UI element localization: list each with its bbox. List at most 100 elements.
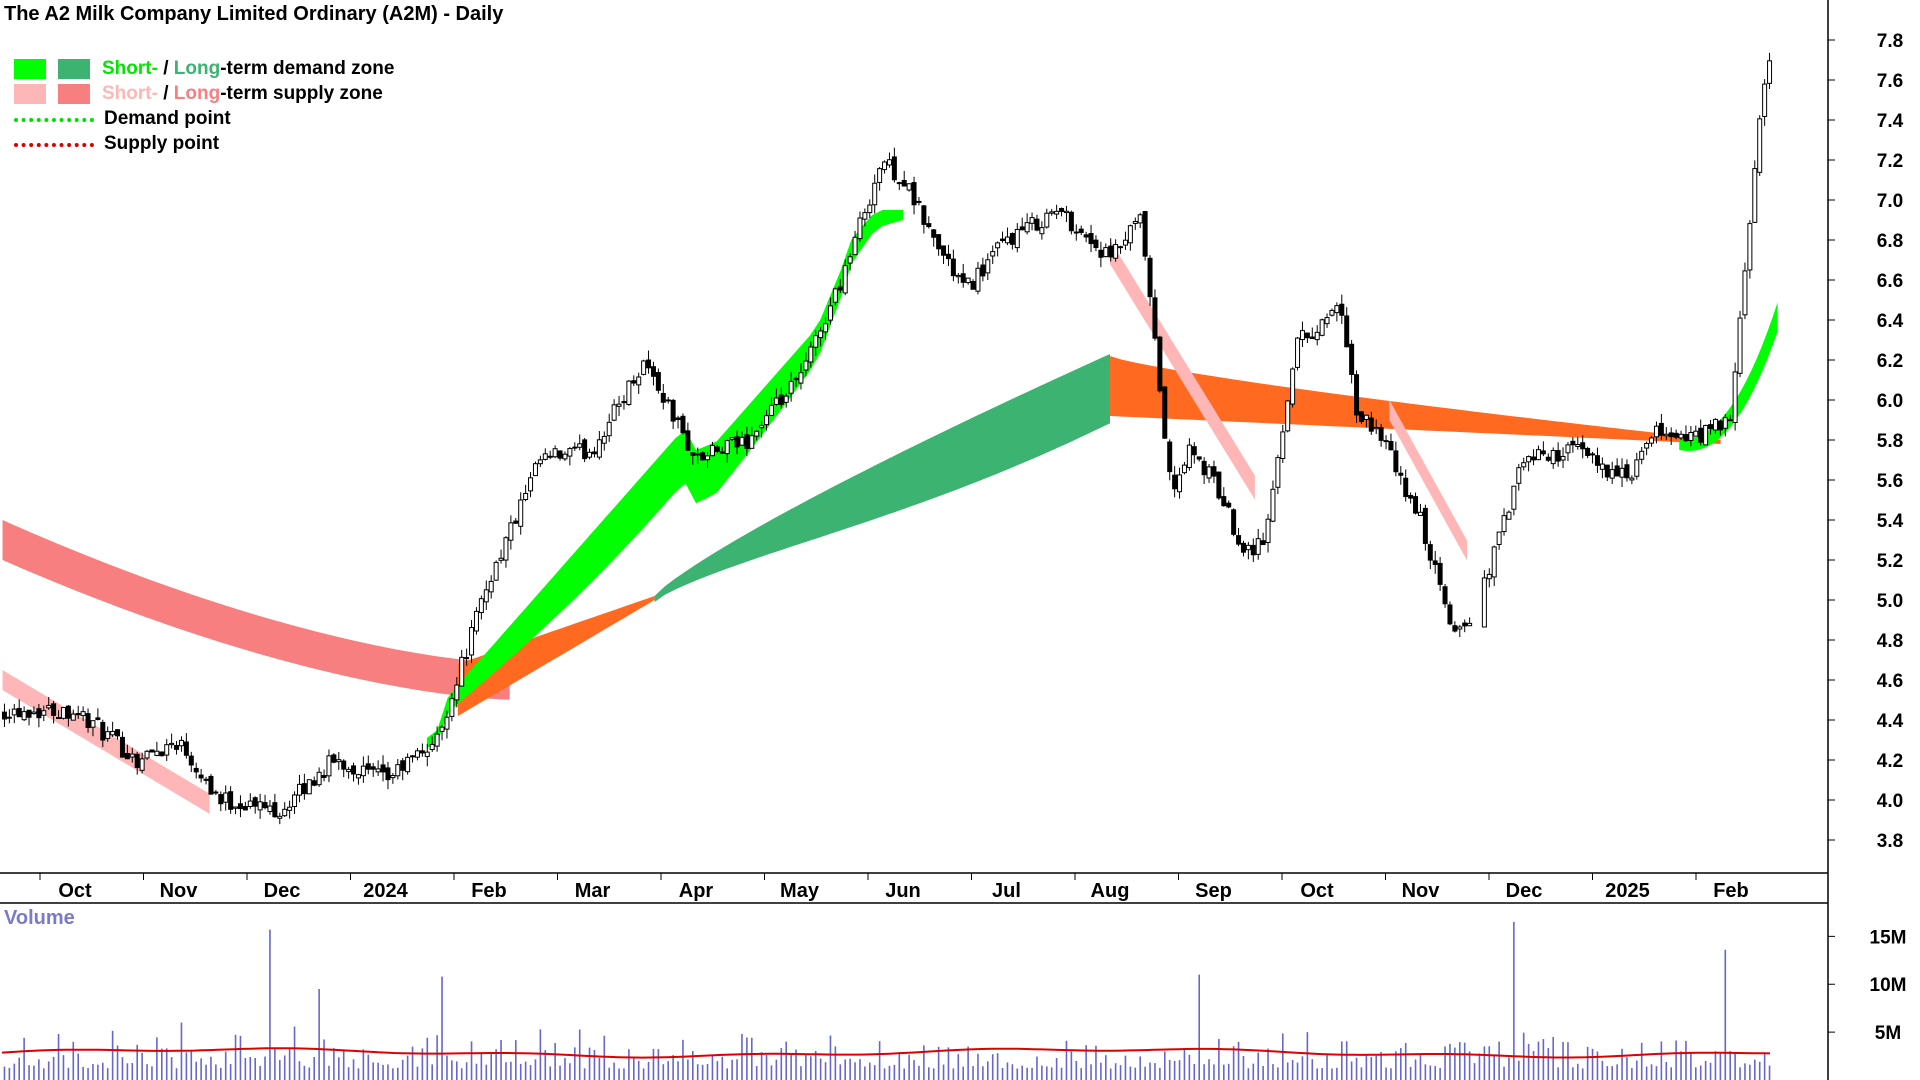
candle-body xyxy=(680,415,686,434)
candle xyxy=(1417,503,1423,516)
candle xyxy=(1413,492,1419,515)
candle xyxy=(572,442,578,451)
time-tick-label: Dec xyxy=(264,880,301,902)
candle xyxy=(1526,455,1532,472)
candle-body xyxy=(1673,432,1679,438)
candle-body xyxy=(469,627,475,656)
candle-body xyxy=(1000,238,1006,242)
candle xyxy=(154,741,160,757)
candle xyxy=(1054,204,1060,220)
candle xyxy=(424,743,430,767)
candle xyxy=(872,174,878,214)
candle xyxy=(1304,332,1310,344)
candle-body xyxy=(282,808,288,817)
candle xyxy=(1280,424,1286,464)
candle xyxy=(1118,245,1124,254)
candle-body xyxy=(1152,297,1158,339)
candle-body xyxy=(218,794,224,805)
candle xyxy=(1368,411,1374,435)
candle xyxy=(65,705,71,727)
candle xyxy=(1314,325,1320,346)
candle xyxy=(1752,160,1758,223)
candle-body xyxy=(16,707,22,718)
candle-body xyxy=(1501,515,1507,533)
legend-demand-point-text: Demand point xyxy=(104,107,231,129)
legend-supply-zone-text: -term supply zone xyxy=(220,82,383,104)
candle-body xyxy=(65,705,71,719)
candle-body xyxy=(513,520,519,524)
candle xyxy=(1039,221,1045,240)
candle-body xyxy=(773,397,779,405)
candle xyxy=(203,776,209,785)
candle xyxy=(488,575,494,599)
candle xyxy=(316,767,322,787)
time-tick-label: Jun xyxy=(885,880,921,902)
candle-body xyxy=(596,439,602,458)
candle xyxy=(1408,492,1414,504)
candle-body xyxy=(208,775,214,795)
candle xyxy=(926,216,932,229)
candle-body xyxy=(547,455,553,458)
candle xyxy=(1152,289,1158,341)
candle xyxy=(955,273,961,284)
candle-body xyxy=(1717,420,1723,431)
candle xyxy=(616,395,622,417)
candle xyxy=(1437,556,1443,591)
candle xyxy=(419,743,425,757)
candle-body xyxy=(439,726,445,732)
candle xyxy=(1486,568,1492,588)
candle-body xyxy=(862,212,868,220)
candle-body xyxy=(1088,233,1094,245)
price-tick-label: 5.6 xyxy=(1877,471,1903,492)
candle-body xyxy=(26,709,32,718)
candle xyxy=(257,793,263,819)
candle-body xyxy=(709,444,715,457)
candle xyxy=(1432,551,1438,574)
time-tick-label: Oct xyxy=(58,880,92,902)
candle xyxy=(228,786,234,814)
candle xyxy=(965,277,971,285)
candle-body xyxy=(1236,535,1242,545)
candle xyxy=(1653,421,1659,444)
candle xyxy=(1339,294,1345,325)
candle xyxy=(70,709,76,721)
candle-body xyxy=(228,791,234,810)
candle-body xyxy=(1427,544,1433,561)
candle xyxy=(980,257,986,282)
candle-body xyxy=(1417,511,1423,516)
candle xyxy=(1127,224,1133,251)
legend-long-word: Long xyxy=(173,57,221,79)
candle xyxy=(178,736,184,752)
candle-body xyxy=(124,752,130,760)
candle-body xyxy=(316,771,322,786)
candle-body xyxy=(1442,586,1448,605)
candle xyxy=(115,729,121,740)
candle-body xyxy=(1555,450,1561,462)
candle-body xyxy=(429,743,435,751)
candle xyxy=(611,399,617,422)
candle-body xyxy=(1,711,7,720)
candle-body xyxy=(1122,239,1128,246)
candle-body xyxy=(567,448,573,457)
candle xyxy=(823,317,829,340)
price-tick-label: 4.0 xyxy=(1877,791,1903,812)
legend-supply-point-line xyxy=(14,142,94,147)
candle xyxy=(1319,318,1325,337)
candle-body xyxy=(734,436,740,448)
candle-body xyxy=(542,453,548,460)
time-tick-label: Jul xyxy=(992,880,1021,902)
candle xyxy=(1516,463,1522,491)
candle xyxy=(124,744,130,760)
candle-body xyxy=(198,774,204,779)
candle-body xyxy=(690,452,696,456)
candle xyxy=(1393,441,1399,477)
candle xyxy=(709,441,715,457)
candle-body xyxy=(955,274,961,278)
candle xyxy=(1403,469,1409,502)
candle-body xyxy=(400,760,406,771)
candle-body xyxy=(970,281,976,290)
time-tick-label: Feb xyxy=(1713,880,1749,902)
candle xyxy=(1329,308,1335,317)
candle-body xyxy=(1260,540,1266,546)
candle xyxy=(1481,570,1487,628)
